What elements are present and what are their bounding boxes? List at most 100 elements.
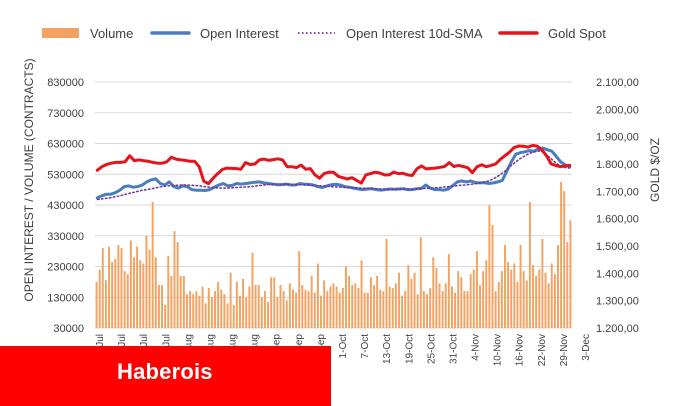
y-right-tick-label: 1.300,00 <box>596 296 639 308</box>
x-tick-label: 25-Oct <box>426 334 437 364</box>
volume-bar <box>497 281 500 328</box>
volume-bar <box>285 300 288 328</box>
volume-bar <box>454 292 457 328</box>
legend-label: Open Interest <box>200 26 279 41</box>
x-tick-label: Aug <box>183 334 194 352</box>
volume-bar <box>544 272 547 328</box>
volume-bar <box>460 277 463 328</box>
volume-bar <box>136 246 139 328</box>
volume-bar <box>363 292 366 328</box>
volume-bar <box>260 297 263 328</box>
volume-bar <box>254 284 257 328</box>
volume-bar <box>369 277 372 328</box>
volume-bar <box>154 257 157 328</box>
volume-bar <box>104 280 107 328</box>
volume-bar <box>179 275 182 328</box>
volume-bar <box>385 238 388 328</box>
volume-bar <box>329 286 332 328</box>
volume-bar <box>366 292 369 328</box>
y-left-tick-label: 530000 <box>47 169 84 181</box>
x-tick-label: 13-Oct <box>382 334 393 364</box>
x-tick-label: 29-Nov <box>559 334 570 366</box>
volume-bar <box>304 289 307 328</box>
volume-bar <box>123 271 126 328</box>
volume-bar <box>145 235 148 328</box>
volume-bar <box>214 291 216 328</box>
volume-bar <box>242 278 245 328</box>
volume-bar <box>435 268 438 328</box>
y-right-tick-label: 1.900,00 <box>596 132 639 144</box>
x-tick-label: 16-Nov <box>515 334 526 366</box>
volume-bar <box>569 220 572 328</box>
volume-bar <box>469 274 472 328</box>
volume-bar <box>466 291 469 328</box>
y-left-tick-label: 430000 <box>47 200 84 212</box>
y-right-tick-label: 2.100,00 <box>596 77 639 89</box>
x-tick-label: Jul <box>139 334 150 347</box>
volume-bar <box>510 269 513 328</box>
volume-bar <box>547 283 550 328</box>
volume-bar <box>388 286 391 328</box>
volume-bar <box>117 244 120 328</box>
volume-bar <box>167 255 170 328</box>
x-tick-label: Jul <box>161 334 172 347</box>
volume-bar <box>419 237 422 328</box>
volume-bar <box>410 278 413 328</box>
volume-bar <box>111 261 114 328</box>
x-tick-label: Aug <box>228 334 239 352</box>
volume-bar <box>292 289 294 328</box>
x-tick-label: Sep <box>272 334 283 352</box>
volume-bar <box>235 281 238 328</box>
volume-bar <box>226 303 229 328</box>
volume-bar <box>382 291 385 328</box>
y-right-tick-label: 1.200,00 <box>596 323 639 335</box>
y-left-tick-label: 830000 <box>47 77 84 89</box>
gold-spot-line <box>95 143 572 186</box>
volume-bar <box>407 264 410 328</box>
volume-bar <box>566 241 569 328</box>
x-tick-label: 22-Nov <box>537 334 548 366</box>
volume-bar <box>295 292 298 328</box>
volume-bar <box>176 241 179 328</box>
y-right-tick-label: 1.500,00 <box>596 241 639 253</box>
volume-bar <box>482 271 485 328</box>
volume-bar <box>426 294 428 328</box>
brand-banner: Haberois <box>0 346 331 406</box>
volume-bar <box>267 301 269 328</box>
volume-bar <box>513 263 516 328</box>
volume-bar <box>541 238 544 328</box>
volume-bar <box>532 264 534 328</box>
x-tick-label: Jul <box>117 334 128 347</box>
y-left-tick-label: 230000 <box>47 262 84 274</box>
volume-bar <box>341 288 344 328</box>
volume-bar <box>485 260 488 328</box>
volume-bar <box>522 271 525 328</box>
volume-bar <box>479 284 481 328</box>
volume-bar <box>142 263 145 328</box>
open-interest-line <box>95 146 572 200</box>
y-left-tick-label: 630000 <box>47 139 84 151</box>
volume-bar <box>204 303 207 328</box>
volume-bar <box>550 263 553 328</box>
volume-bar <box>429 288 432 328</box>
open-interest-sma-line <box>96 150 571 201</box>
volume-bar <box>273 277 276 328</box>
x-tick-label: Aug <box>206 334 217 352</box>
volume-bar <box>335 286 338 328</box>
volume-bar <box>444 283 447 328</box>
volume-bar <box>239 295 241 328</box>
y-right-tick-label: 1.700,00 <box>596 186 639 198</box>
volume-bar <box>535 275 538 328</box>
volume-bar <box>360 260 363 328</box>
volume-bar <box>472 269 475 328</box>
volume-bar <box>563 191 566 328</box>
volume-bar <box>164 304 167 328</box>
volume-bar <box>516 281 519 328</box>
brand-name: Haberois <box>117 359 213 384</box>
volume-bar <box>557 244 559 328</box>
volume-bar <box>507 261 510 328</box>
volume-bar <box>282 291 285 328</box>
volume-bar <box>207 288 210 328</box>
volume-bar <box>126 274 129 328</box>
volume-bar <box>494 291 497 328</box>
